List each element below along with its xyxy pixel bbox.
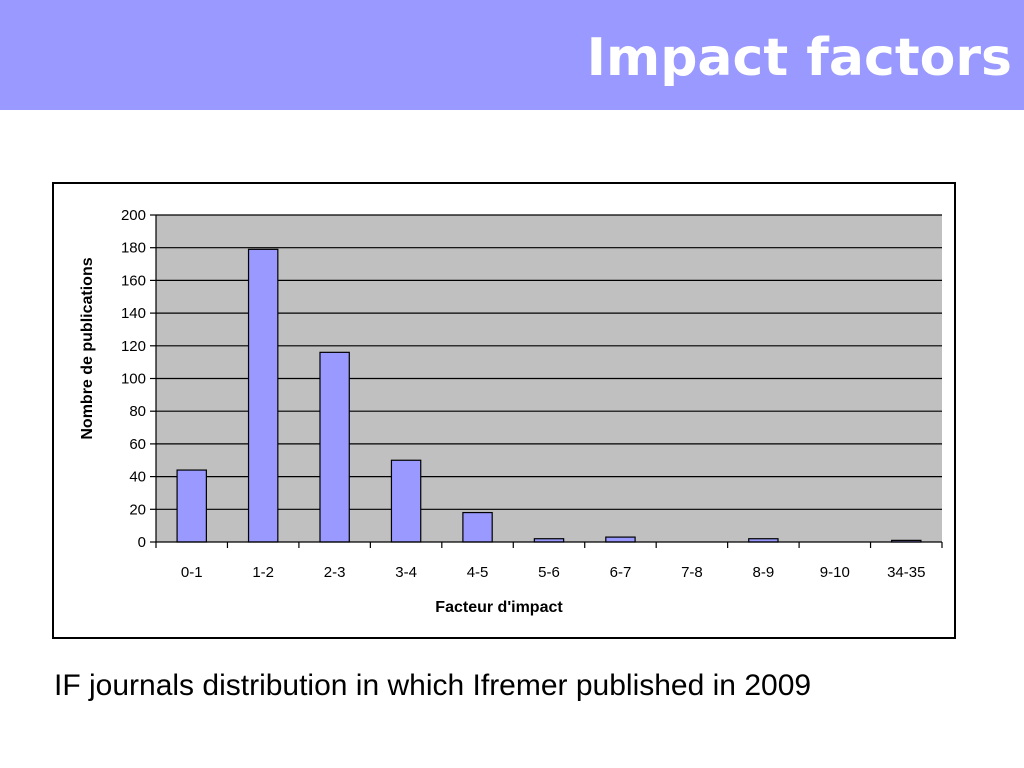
y-tick-label: 120 [121, 338, 146, 355]
y-tick-label: 180 [121, 240, 146, 257]
x-tick-label: 7-8 [681, 564, 703, 581]
x-tick-label: 9-10 [820, 564, 850, 581]
chart-frame: 0 20 40 60 80 100 120 140 160 180 200 0-1 1-2 2-3 3-4… [52, 182, 956, 639]
y-tick-label: 100 [121, 371, 146, 388]
x-tick-label: 4-5 [467, 564, 489, 581]
x-axis-title: Facteur d'impact [435, 599, 563, 616]
y-tick-label: 40 [129, 469, 146, 486]
bars [176, 248, 922, 543]
y-tick-label: 140 [121, 305, 146, 322]
y-tick-label: 80 [129, 403, 146, 420]
bar-1-2 [247, 248, 279, 543]
x-tick-labels: 0-1 1-2 2-3 3-4 4-5 5-6 6-7 7-8 8-9 9-10 34-35 [181, 564, 926, 581]
x-tick-label: 5-6 [538, 564, 560, 581]
bar-6-7 [605, 536, 636, 543]
y-tick-label: 0 [138, 534, 146, 551]
slide-title: Impact factors [586, 28, 1012, 88]
bar-3-4 [390, 459, 422, 543]
x-tick-label: 6-7 [610, 564, 632, 581]
bar-chart: 0 20 40 60 80 100 120 140 160 180 200 0-1 1-2 2-3 3-4… [79, 207, 943, 616]
y-axis-title: Nombre de publications [79, 257, 96, 439]
bar-0-1 [176, 469, 207, 543]
title-bar: Impact factors [0, 0, 1024, 110]
x-tick-label: 3-4 [395, 564, 417, 581]
x-tick-label: 8-9 [753, 564, 775, 581]
bar-4-5 [462, 511, 493, 543]
y-tick-label: 20 [129, 501, 146, 518]
x-tick-label: 34-35 [887, 564, 925, 581]
axes [150, 214, 943, 548]
gridlines [156, 214, 942, 510]
x-tick-label: 1-2 [252, 564, 274, 581]
bar-2-3 [319, 351, 350, 543]
y-tick-label: 60 [129, 436, 146, 453]
y-tick-label: 160 [121, 272, 146, 289]
y-tick-label: 200 [121, 207, 146, 224]
x-tick-label: 2-3 [324, 564, 346, 581]
y-tick-labels: 0 20 40 60 80 100 120 140 160 180 200 [121, 207, 146, 551]
slide-caption: IF journals distribution in which Ifreme… [54, 669, 812, 702]
x-tick-label: 0-1 [181, 564, 203, 581]
